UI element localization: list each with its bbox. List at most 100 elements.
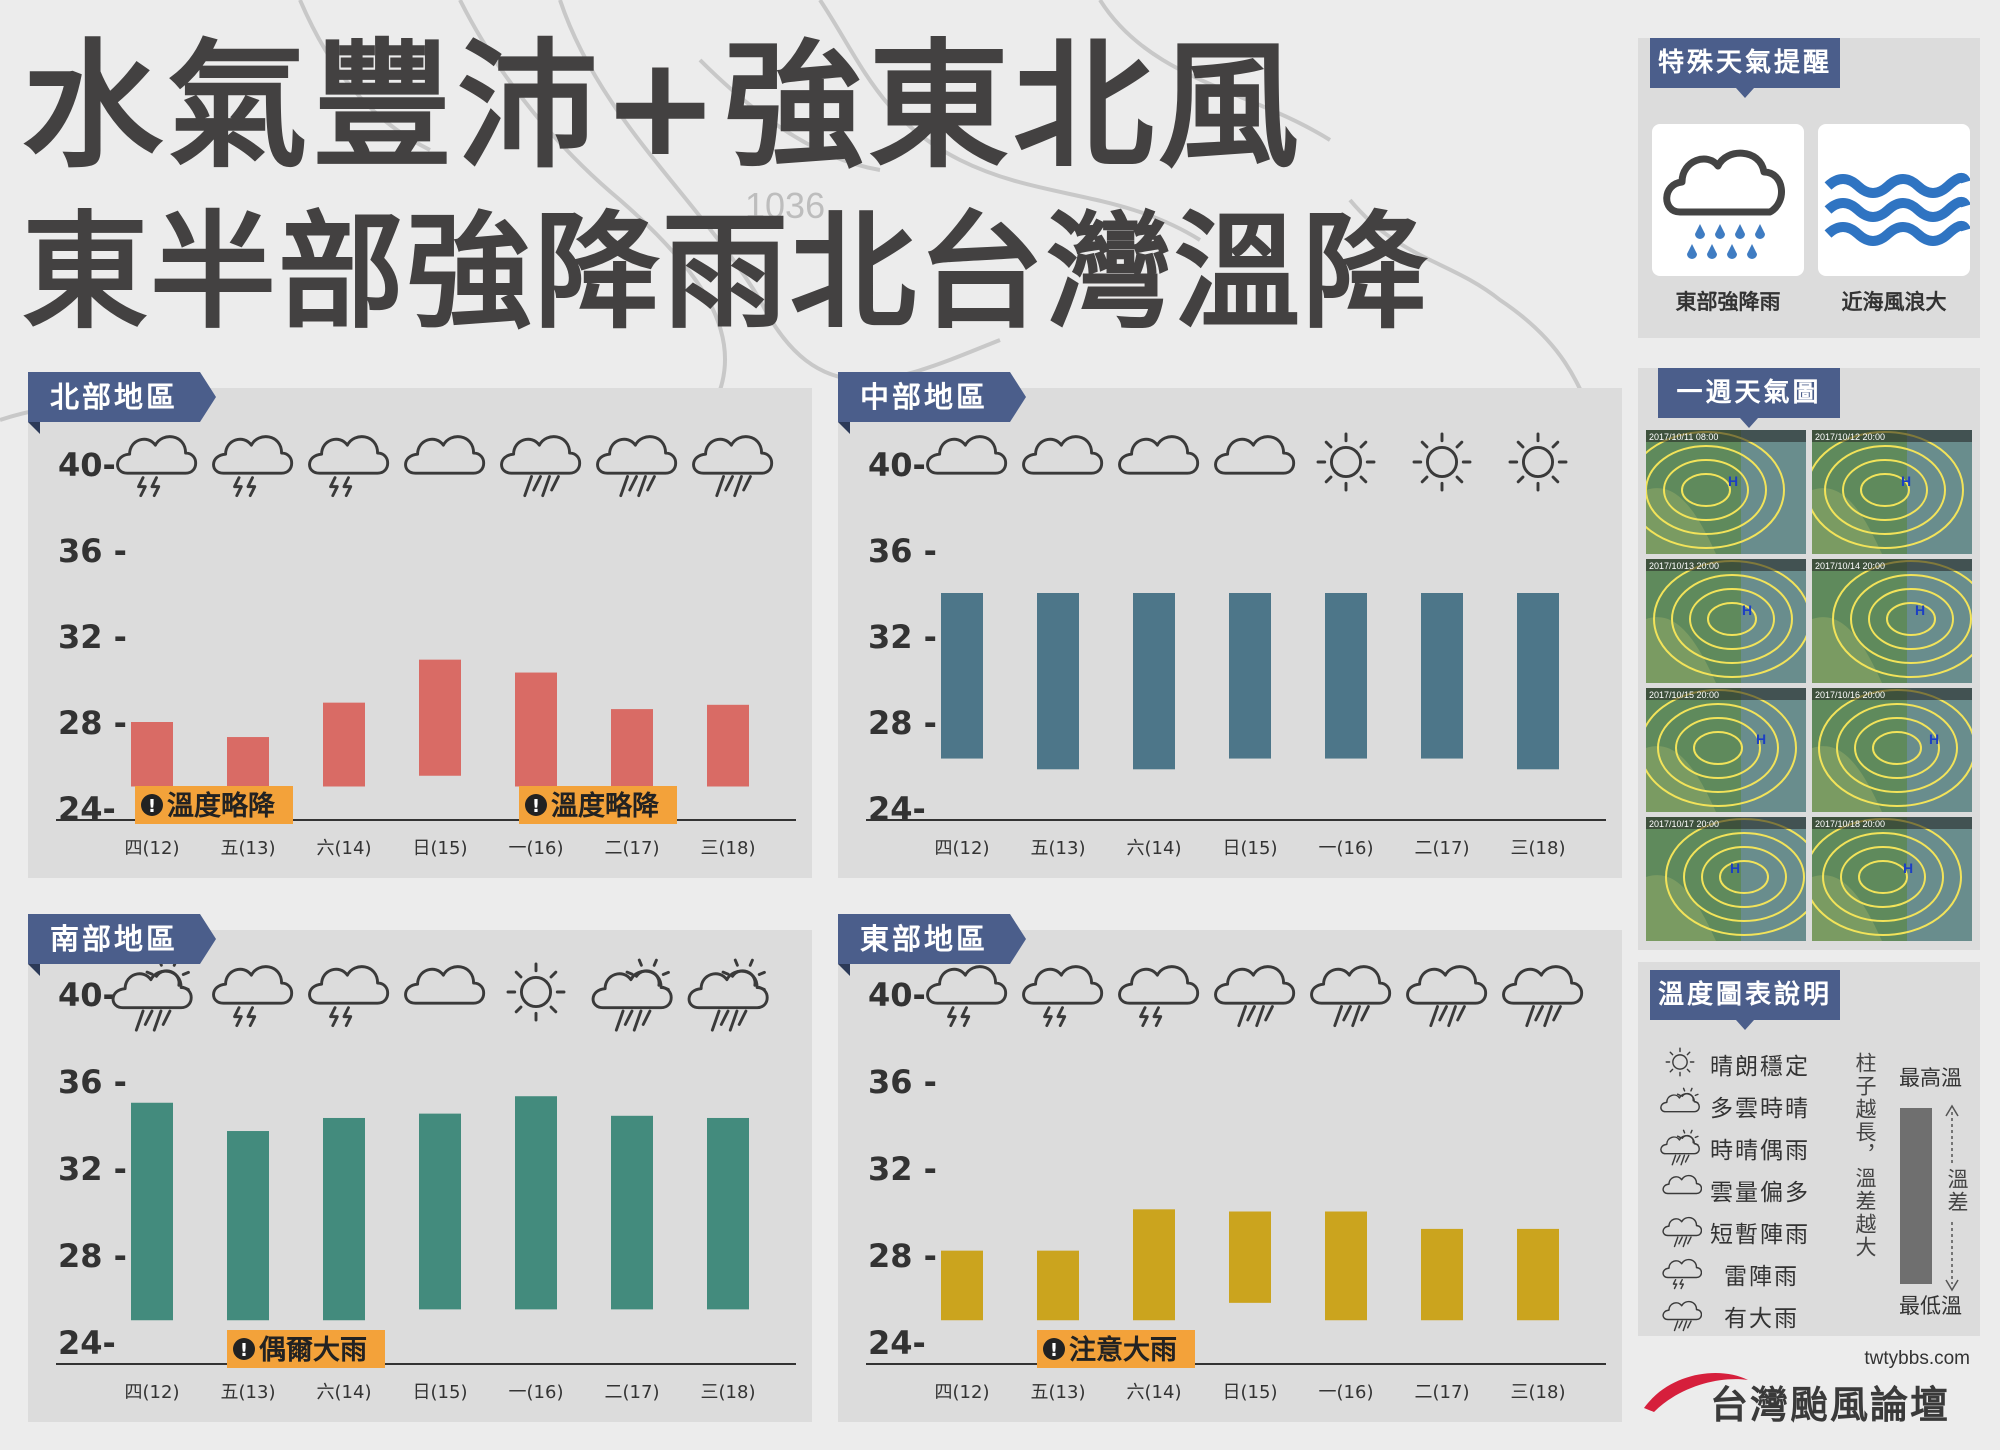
high-pressure-marker: H [1756, 731, 1766, 747]
weather-map-thumbnail: H 2017/10/18 20:00 [1812, 817, 1972, 941]
legend-heading: 溫度圖表說明 [1650, 970, 1840, 1030]
y-tick-label: 36 - [58, 532, 127, 570]
x-tick-label: 三(18) [1511, 1382, 1566, 1403]
x-tick-label: 三(18) [701, 1382, 756, 1403]
warning-note-text: 偶爾大雨 [259, 1335, 367, 1366]
temp-bar [1133, 1209, 1175, 1321]
logo-url: twtybbs.com [1864, 1348, 1970, 1369]
temp-bar [611, 1115, 653, 1310]
y-tick-label: 36 - [868, 1063, 937, 1101]
warning-note-text: 溫度略降 [167, 790, 276, 822]
warning-note: ! 溫度略降 [519, 786, 677, 824]
exclamation-icon [1043, 1338, 1065, 1360]
weather-map-thumbnail: H 2017/10/11 08:00 [1646, 430, 1806, 554]
x-tick-label: 二(17) [605, 838, 660, 859]
x-tick-label: 六(14) [317, 1382, 372, 1403]
temp-bar [1037, 593, 1079, 770]
alert-card-waves [1818, 124, 1971, 276]
alert-card-heavy-rain [1652, 124, 1804, 276]
x-tick-label: 日(15) [1223, 838, 1278, 859]
showers-icon [1214, 965, 1296, 1028]
warning-note: ! 偶爾大雨 [227, 1330, 385, 1368]
sun-shower-icon [111, 958, 193, 1032]
temp-bar [611, 709, 653, 787]
isobar-label: 1036 [745, 185, 825, 226]
showers-icon [1662, 1216, 1702, 1248]
y-tick-label: 32 - [868, 618, 937, 656]
weekly-map-grid: H 2017/10/11 08:00 H 2017/10/12 20:00 H 2017/… [1646, 430, 1972, 942]
temp-bar [941, 1250, 983, 1321]
sun-shower-icon [1660, 1129, 1700, 1166]
legend-item: 有大雨 [1658, 1296, 1799, 1336]
legend-item-label: 短暫陣雨 [1710, 1222, 1810, 1248]
sunny-icon [506, 962, 566, 1022]
high-pressure-marker: H [1929, 731, 1939, 747]
temp-bar [419, 1113, 461, 1310]
sun-shower-icon [687, 958, 769, 1032]
y-tick-label: 24- [868, 1324, 926, 1362]
temp-bar [323, 702, 365, 787]
y-tick-label: 28 - [58, 704, 127, 742]
temp-bar [1325, 593, 1367, 759]
temp-bar [707, 1117, 749, 1310]
legend-item: 雷陣雨 [1658, 1254, 1799, 1294]
alert-label-heavy-rain: 東部強降雨 [1675, 290, 1781, 314]
map-timestamp: 2017/10/15 20:00 [1649, 690, 1719, 700]
svg-text:!: ! [240, 1340, 248, 1361]
alert-label-waves: 近海風浪大 [1841, 290, 1947, 314]
weather-map-thumbnail: H 2017/10/14 20:00 [1812, 559, 1972, 683]
weather-map-thumbnail: H 2017/10/17 20:00 [1646, 817, 1806, 941]
high-pressure-marker: H [1728, 473, 1738, 489]
weekly-map-panel: 一週天氣圖 H 2017/10/11 08:00 H 2017/10/12 20:00… [1638, 368, 1980, 950]
east-temperature-chart: 40- 36 - 32 - 28 - 24- 四(12) 五(13) 六(14) 日(15) 一(… [866, 965, 1606, 1403]
logo: twtybbs.com 台灣颱風論壇 [1640, 1348, 1980, 1428]
temp-bar [419, 659, 461, 776]
central-temperature-chart: 40- 36 - 32 - 28 - 24- 四(12) 五(13) 六(14) 日(15) 一(… [866, 432, 1606, 859]
x-tick-label: 三(18) [1511, 838, 1566, 859]
temp-bar [707, 704, 749, 787]
high-pressure-marker: H [1903, 860, 1913, 876]
east-region-panel: 40- 36 - 32 - 28 - 24- 四(12) 五(13) 六(14) 日(15) 一(… [838, 930, 1622, 1422]
high-pressure-marker: H [1901, 473, 1911, 489]
temp-bar [1421, 593, 1463, 759]
cloudy-icon [404, 965, 486, 1005]
south-temperature-chart: 40- 36 - 32 - 28 - 24- 四(12) 五(13) 六(14) 日(15) 一(… [56, 958, 796, 1403]
thunderstorm-icon [212, 435, 294, 498]
y-tick-label: 40- [868, 976, 926, 1014]
x-tick-label: 六(14) [317, 838, 372, 859]
logo-name: 台灣颱風論壇 [1710, 1383, 1951, 1427]
legend-item-label: 時晴偶雨 [1710, 1138, 1810, 1164]
exclamation-icon [233, 1338, 255, 1360]
cloudy-icon [1022, 435, 1104, 475]
temp-bar [1517, 593, 1559, 770]
legend-sample-bar [1900, 1108, 1932, 1284]
sun-shower-icon [591, 958, 673, 1032]
thunderstorm-icon [308, 435, 390, 498]
y-tick-label: 32 - [58, 618, 127, 656]
sun-shower-icon [1660, 1129, 1700, 1166]
cloudy-icon [926, 435, 1008, 475]
y-tick-label: 28 - [868, 704, 937, 742]
x-tick-label: 二(17) [1415, 1382, 1470, 1403]
temp-bar [131, 722, 173, 787]
warning-note-text: 溫度略降 [551, 790, 660, 822]
x-tick-label: 四(12) [935, 838, 990, 859]
x-tick-label: 五(13) [221, 838, 276, 859]
temp-bar [131, 1102, 173, 1321]
showers-icon [500, 435, 582, 498]
legend-max-temp: 最高溫 [1899, 1066, 1962, 1090]
legend-item-label: 雲量偏多 [1710, 1180, 1810, 1206]
north-region-panel: 40- 36 - 32 - 28 - 24- 四(12) 五(13) 六(14) 日(15) 一(… [28, 388, 812, 878]
south-region-tag: 南部地區 [28, 914, 217, 976]
weekly-map-heading: 一週天氣圖 [1658, 368, 1840, 428]
temp-bar [323, 1117, 365, 1321]
showers-icon [1406, 965, 1488, 1028]
map-timestamp: 2017/10/13 20:00 [1649, 561, 1719, 571]
legend-item-label: 多雲時晴 [1710, 1096, 1810, 1122]
legend-min-temp: 最低溫 [1899, 1294, 1962, 1318]
svg-text:!: ! [148, 796, 156, 817]
temp-bar [1037, 1250, 1079, 1321]
temp-bar [1325, 1211, 1367, 1321]
legend-item-label: 有大雨 [1724, 1306, 1799, 1332]
y-tick-label: 36 - [58, 1063, 127, 1101]
